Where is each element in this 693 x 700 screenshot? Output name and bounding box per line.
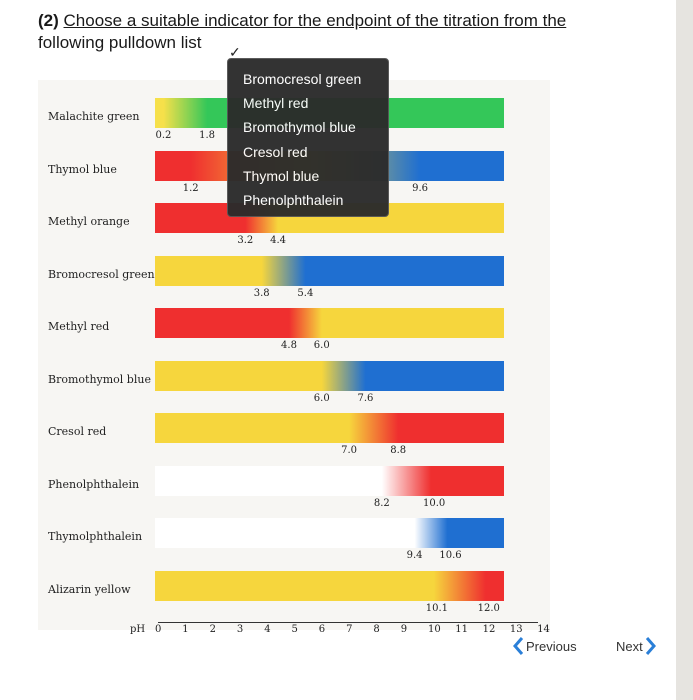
ph-tick-9: 9 [400,624,408,635]
ph-tick-2: 2 [209,624,216,635]
indicator-label-methyl-red: Methyl red [48,320,110,333]
chevron-left-icon [513,637,524,655]
transition-value-bromothymol-blue-0: 6.0 [313,392,330,404]
indicator-label-phenolphthalein: Phenolphthalein [48,477,140,491]
question-text: (2) Choose a suitable indicator for the … [38,10,658,54]
ph-tick-4: 4 [264,624,271,635]
transition-value-bromothymol-blue-1: 7.6 [357,392,374,404]
dropdown-option-thymol-blue[interactable]: Thymol blue [243,168,320,184]
indicator-dropdown[interactable]: Bromocresol green Methyl red Bromothymol… [227,58,389,217]
transition-value-phenolphthalein-1: 10.0 [423,497,446,509]
transition-value-methyl-orange-1: 4.4 [270,235,287,246]
indicator-label-cresol-red: Cresol red [48,425,107,438]
transition-value-cresol-red-1: 8.8 [390,445,407,456]
transition-value-alizarin-yellow-1: 12.0 [477,602,500,614]
selected-check-icon: ✓ [229,44,241,60]
transition-value-methyl-red-0: 4.8 [281,340,297,351]
ph-tick-3: 3 [236,624,244,635]
ph-tick-13: 13 [509,624,523,635]
transition-value-thymolphthalein-1: 10.6 [439,550,462,561]
indicator-bar-methyl-red [155,308,504,338]
indicator-label-alizarin-yellow: Alizarin yellow [48,582,131,596]
indicator-bar-phenolphthalein [155,465,504,496]
transition-value-thymol-blue-0: 1.2 [182,182,199,194]
indicator-bar-cresol-red [155,413,504,443]
indicator-label-bromocresol-green: Bromocresol green [48,267,155,281]
transition-value-methyl-orange-0: 3.2 [237,235,254,246]
indicator-label-methyl-orange: Methyl orange [48,215,130,228]
question-number: (2) [38,11,59,30]
ph-tick-8: 8 [373,624,380,635]
indicator-label-thymol-blue: Thymol blue [48,162,117,176]
transition-value-bromocresol-green-0: 3.8 [253,287,270,299]
ph-tick-12: 12 [482,624,496,635]
indicator-bar-alizarin-yellow [155,570,504,601]
indicator-bar-bromocresol-green [155,255,504,286]
ph-tick-14: 14 [537,624,550,635]
page-margin [676,0,693,700]
ph-axis-label: pH [130,624,146,635]
question-line-2: following pulldown list [38,33,202,52]
transition-value-methyl-red-1: 6.0 [313,340,330,351]
dropdown-option-bromocresol-green[interactable]: Bromocresol green [243,71,362,87]
next-label: Next [616,638,643,654]
transition-value-bromocresol-green-1: 5.4 [297,287,314,299]
previous-label: Previous [526,638,577,654]
question-line-1: Choose a suitable indicator for the endp… [63,11,567,30]
next-button[interactable]: Next [616,636,657,656]
ph-tick-0: 0 [155,624,162,635]
indicator-label-malachite-green: Malachite green [48,110,140,123]
dropdown-option-methyl-red[interactable]: Methyl red [243,95,309,111]
question-card: (2) Choose a suitable indicator for the … [0,0,676,700]
dropdown-option-bromothymol-blue[interactable]: Bromothymol blue [243,119,356,135]
chevron-right-icon [645,637,656,655]
indicator-label-bromothymol-blue: Bromothymol blue [48,372,151,386]
indicator-bar-thymolphthalein [155,518,504,548]
transition-value-cresol-red-0: 7.0 [341,445,357,456]
transition-value-malachite-green-0: 0.2 [155,130,172,141]
transition-value-alizarin-yellow-0: 10.1 [425,602,448,614]
indicator-label-thymolphthalein: Thymolphthalein [48,530,143,543]
transition-value-thymolphthalein-0: 9.4 [406,550,423,561]
ph-tick-5: 5 [291,624,298,635]
ph-tick-7: 7 [346,624,353,635]
previous-button[interactable]: Previous [512,636,577,656]
ph-tick-10: 10 [428,624,441,635]
transition-value-phenolphthalein-0: 8.2 [373,497,390,509]
ph-tick-1: 1 [182,624,189,635]
dropdown-option-cresol-red[interactable]: Cresol red [243,144,308,160]
ph-tick-11: 11 [455,624,469,635]
dropdown-option-phenolphthalein[interactable]: Phenolphthalein [243,192,344,208]
ph-tick-6: 6 [318,624,326,635]
transition-value-thymol-blue-1: 9.6 [412,182,428,194]
ph-axis-line [158,622,538,623]
indicator-bar-bromothymol-blue [155,360,504,391]
transition-value-malachite-green-1: 1.8 [199,130,216,141]
